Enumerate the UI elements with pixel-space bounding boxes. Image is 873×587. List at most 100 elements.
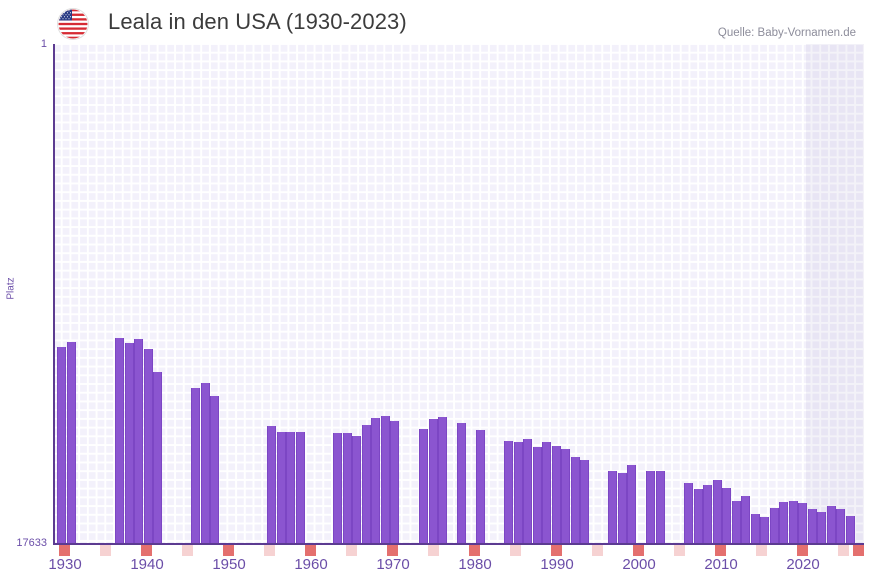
bar (390, 421, 399, 545)
x-axis-tick (633, 545, 644, 556)
bar (731, 501, 741, 545)
x-axis-tick (756, 545, 767, 556)
bar (845, 516, 855, 545)
bar (551, 446, 561, 545)
bar (504, 441, 513, 545)
x-axis-tick (715, 545, 726, 556)
bar (655, 471, 665, 545)
bar (826, 506, 836, 545)
plot-area (53, 44, 864, 545)
bar (143, 349, 153, 545)
x-axis-tick (797, 545, 808, 556)
bar (210, 396, 219, 545)
x-axis-tick (853, 545, 864, 556)
bar (693, 489, 703, 545)
bar (428, 419, 438, 545)
bar (295, 432, 305, 545)
x-axis-labels: 1930 1940 1950 1960 1970 1980 1990 2000 2010 2020 (0, 556, 873, 584)
bar-series (53, 44, 864, 545)
bar (741, 496, 750, 545)
bar (788, 501, 798, 545)
x-axis-tick-label: 1980 (458, 556, 492, 573)
x-axis-tick (838, 545, 849, 556)
x-axis-tick (305, 545, 316, 556)
bar (276, 432, 286, 545)
bar (267, 426, 276, 545)
bar (200, 383, 210, 545)
bar (342, 433, 352, 545)
x-axis-tick (141, 545, 152, 556)
bar (817, 512, 826, 545)
bar (191, 388, 200, 545)
bar (115, 338, 124, 545)
x-axis-tick (387, 545, 398, 556)
x-axis-tick (100, 545, 111, 556)
x-axis-tick-label: 1990 (540, 556, 574, 573)
bar (703, 485, 712, 545)
bar (760, 517, 769, 545)
x-axis-tick (223, 545, 234, 556)
bar (457, 423, 466, 545)
bar (617, 473, 627, 545)
bar (286, 432, 295, 545)
chart-header: Leala in den USA (1930-2023) Quelle: Bab… (0, 0, 873, 44)
y-axis-title: Platz (5, 277, 17, 300)
bar (627, 465, 636, 545)
x-axis-tick-label: 1950 (212, 556, 246, 573)
bar (646, 471, 655, 545)
y-axis-top-label: 1 (40, 38, 47, 50)
x-axis-tick (428, 545, 439, 556)
x-axis-tick-label: 1970 (376, 556, 410, 573)
x-axis-line (53, 543, 864, 545)
bar (513, 442, 523, 545)
bar (419, 429, 428, 545)
us-flag-icon (58, 9, 88, 39)
bar (807, 509, 817, 545)
x-axis-tick (469, 545, 480, 556)
x-axis-tick (346, 545, 357, 556)
x-axis-tick-label: 1960 (294, 556, 328, 573)
bar (712, 480, 722, 545)
x-axis-tick (510, 545, 521, 556)
bar (798, 503, 807, 545)
bar (608, 471, 617, 545)
bar (153, 372, 162, 545)
y-axis-bottom-label: 17633 (16, 537, 47, 549)
bar (523, 439, 532, 545)
bar (750, 514, 760, 545)
bar (371, 418, 380, 545)
x-axis-tick (592, 545, 603, 556)
bar (352, 436, 361, 545)
bar (836, 509, 845, 545)
bar (580, 460, 589, 545)
x-axis-tick-label: 2010 (704, 556, 738, 573)
bar (542, 442, 551, 545)
bar (361, 425, 371, 545)
x-axis-tick (674, 545, 685, 556)
x-axis-tick (551, 545, 562, 556)
x-axis-tick-label: 2000 (622, 556, 656, 573)
x-axis-tick (59, 545, 70, 556)
bar (380, 416, 390, 545)
bar (769, 508, 779, 545)
x-axis-tick-label: 2020 (786, 556, 820, 573)
x-axis-ticks (53, 545, 864, 559)
bar (438, 417, 447, 545)
bar (134, 339, 143, 545)
bar (561, 449, 570, 545)
bar (333, 433, 342, 545)
bar (779, 502, 788, 545)
bar (124, 343, 134, 545)
source-note: Quelle: Baby-Vornamen.de (717, 27, 856, 39)
x-axis-tick-label: 1940 (130, 556, 164, 573)
bar (66, 342, 76, 545)
bar (532, 447, 542, 545)
bar (57, 347, 66, 545)
x-axis-tick (264, 545, 275, 556)
bar (684, 483, 693, 545)
x-axis-tick-label: 1930 (48, 556, 82, 573)
bar (722, 488, 731, 545)
bar (570, 457, 580, 545)
x-axis-tick (182, 545, 193, 556)
